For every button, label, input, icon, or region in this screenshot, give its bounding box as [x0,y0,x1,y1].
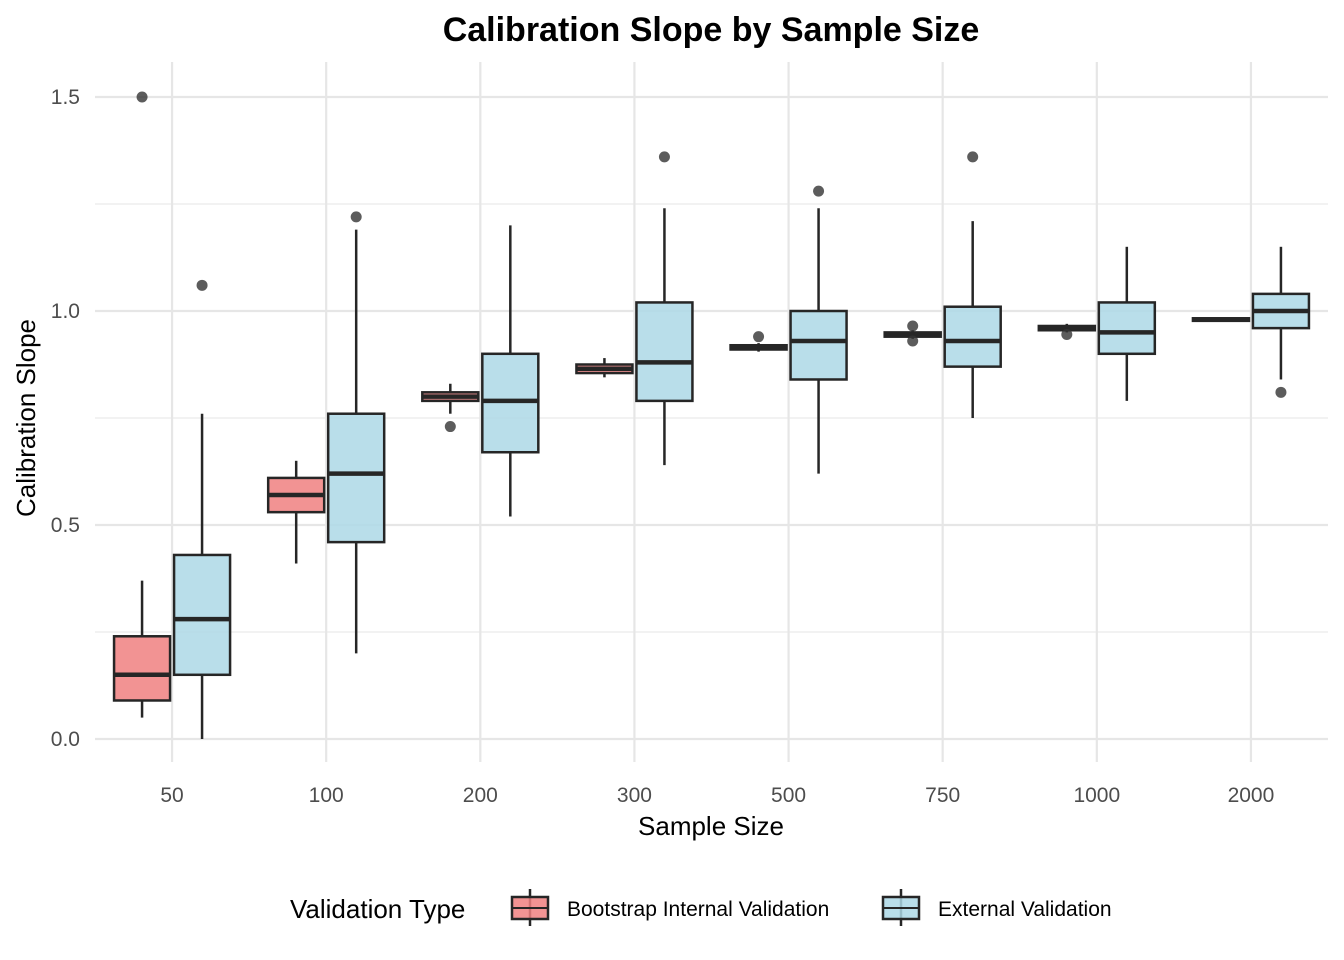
outlier-point [196,279,208,291]
x-tick-label: 750 [925,784,960,807]
box-iqr [635,301,694,403]
box-iqr [1097,301,1157,356]
box-iqr [112,635,172,702]
outlier-point [444,421,456,433]
outlier-point [350,211,362,223]
x-tick-label: 300 [617,784,652,807]
y-tick-label: 1.5 [51,86,80,109]
y-tick-label: 1.0 [51,300,80,323]
grid-lines [95,62,1328,762]
y-tick-label: 0.5 [51,514,80,537]
external-box-300 [635,151,694,466]
bootstrap-box-200 [421,383,480,433]
chart-title: Calibration Slope by Sample Size [443,11,980,49]
outlier-point [1275,386,1287,398]
bootstrap-box-300 [575,358,634,378]
external-box-200 [481,225,540,517]
x-axis-ticks: 50 100 200 300 500 750 1000 2000 [160,784,1274,807]
bootstrap-box-100 [266,460,326,564]
box-iqr [326,412,386,544]
outlier-point [907,335,919,347]
x-tick-label: 1000 [1073,784,1120,807]
box-layer [112,91,1311,739]
outlier-point [136,91,148,103]
x-tick-label: 2000 [1228,784,1275,807]
y-axis-ticks: 0.0 0.5 1.0 1.5 [51,86,80,751]
outlier-point [1061,329,1073,341]
box-iqr [789,309,848,381]
bootstrap-box-750 [883,320,942,347]
external-box-50 [172,279,232,739]
bootstrap-box-2000 [1191,317,1251,323]
external-box-2000 [1251,246,1311,398]
legend: Validation Type Bootstrap Internal Valid… [290,889,1112,926]
legend-title: Validation Type [290,894,465,924]
bootstrap-box-500 [729,331,788,352]
box-iqr [943,305,1002,368]
legend-label: Bootstrap Internal Validation [567,898,829,921]
x-tick-label: 50 [160,784,183,807]
x-tick-label: 200 [463,784,498,807]
external-box-750 [943,151,1002,418]
box-iqr [172,553,232,677]
x-tick-label: 500 [771,784,806,807]
y-tick-label: 0.0 [51,728,80,751]
external-box-500 [789,185,848,474]
bootstrap-box-50 [112,91,172,718]
outlier-point [753,331,765,343]
outlier-point [813,185,825,197]
external-box-100 [326,211,386,654]
bootstrap-box-1000 [1037,323,1097,341]
legend-label: External Validation [938,898,1112,921]
outlier-point [967,151,979,163]
y-axis-title: Calibration Slope [11,319,41,517]
x-axis-title: Sample Size [638,811,784,841]
outlier-point [658,151,670,163]
external-box-1000 [1097,246,1157,401]
x-tick-label: 100 [309,784,344,807]
outlier-point [907,320,919,332]
